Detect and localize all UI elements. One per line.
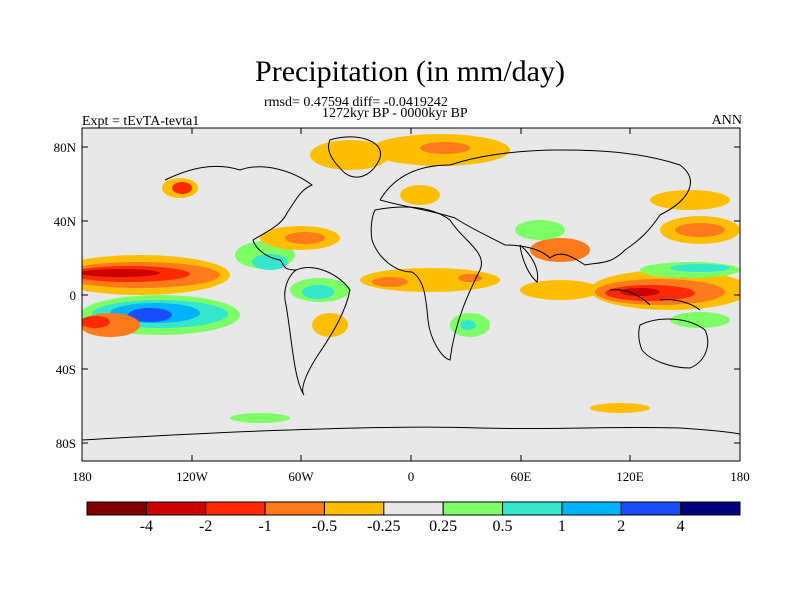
chart-title: Precipitation (in mm/day): [255, 55, 565, 88]
coastline-north-america: [164, 165, 313, 271]
coastline-india: [519, 244, 539, 283]
colorbar-label: -0.25: [367, 518, 401, 535]
anomaly-region: [252, 254, 288, 270]
colorbar-label: 1: [557, 518, 566, 535]
coastline-eurasia: [379, 149, 691, 266]
lat-label-equator: 0: [69, 288, 77, 303]
colorbar-label: -1: [258, 518, 272, 535]
lat-label-40s: 40S: [55, 362, 76, 377]
colorbar-label: -2: [199, 518, 213, 535]
colorbar-swatch: [620, 501, 682, 516]
anomaly-region: [82, 316, 110, 328]
coastline-africa: [370, 206, 482, 361]
coastlines: [82, 136, 740, 441]
colorbar-label: 0.5: [492, 518, 513, 535]
colorbar-swatch: [442, 501, 504, 516]
lon-label-180w: 180: [72, 469, 92, 484]
anomaly-region: [670, 264, 730, 272]
lat-label-80n: 80N: [53, 140, 76, 155]
colorbar-swatch: [383, 501, 444, 516]
colorbar-label: 4: [676, 518, 685, 535]
anomaly-region: [372, 277, 408, 287]
anomaly-region: [460, 320, 476, 330]
axis-ticks: [82, 128, 740, 461]
colorbar-label: -0.5: [311, 518, 338, 535]
lon-label-180e: 180: [730, 469, 750, 484]
colorbar-label: 2: [617, 518, 626, 535]
colorbar: [86, 501, 741, 516]
anomaly-region: [420, 142, 470, 154]
coastline-greenland: [327, 136, 381, 178]
anomaly-region: [515, 220, 565, 240]
anomaly-region: [530, 238, 590, 262]
anomaly-region: [302, 285, 334, 299]
colorbar-swatch: [205, 501, 266, 516]
season-label: ANN: [711, 113, 742, 128]
lon-label-120e: 120E: [616, 469, 644, 484]
colorbar-swatch: [680, 501, 741, 516]
colorbar-swatch: [264, 501, 325, 516]
anomaly-region: [620, 288, 660, 296]
stats-subtitle: rmsd= 0.47594 diff= -0.0419242: [264, 95, 448, 110]
coastline-australia: [638, 318, 709, 369]
lon-label-60e: 60E: [510, 469, 532, 484]
colorbar-swatch: [561, 501, 622, 516]
anomaly-region: [590, 403, 650, 413]
experiment-label: Expt = tEvTA-tevta1: [82, 114, 200, 129]
colorbar-swatch: [323, 501, 385, 516]
anomaly-region: [400, 185, 440, 205]
anomaly-region: [670, 312, 730, 328]
lon-label-120w: 120W: [176, 469, 208, 484]
anomaly-region: [675, 223, 725, 237]
colorbar-label: 0.25: [429, 518, 458, 535]
anomaly-region: [285, 232, 325, 244]
lon-label-60w: 60W: [288, 469, 314, 484]
lon-label-0: 0: [407, 469, 415, 484]
coastline-antarctica: [82, 426, 740, 441]
period-subtitle: 1272kyr BP - 0000kyr BP: [322, 106, 468, 121]
anomaly-region: [312, 313, 348, 337]
anomaly-region: [230, 413, 290, 423]
coastline-south-america: [284, 267, 351, 396]
anomaly-region: [128, 308, 172, 322]
coastline-maritime-continent: [609, 289, 701, 311]
anomaly-region: [82, 269, 160, 277]
anomaly-region: [172, 182, 192, 194]
colorbar-swatch: [502, 501, 563, 516]
lat-label-80s: 80S: [55, 436, 76, 451]
colorbar-label: -4: [139, 518, 154, 535]
anomaly-region: [458, 274, 482, 282]
anomaly-region: [650, 190, 730, 210]
lat-label-40n: 40N: [53, 214, 76, 229]
colorbar-swatch: [145, 501, 207, 516]
anomaly-region: [520, 280, 600, 300]
anomaly-region: [310, 140, 390, 170]
colorbar-swatch: [86, 501, 147, 516]
